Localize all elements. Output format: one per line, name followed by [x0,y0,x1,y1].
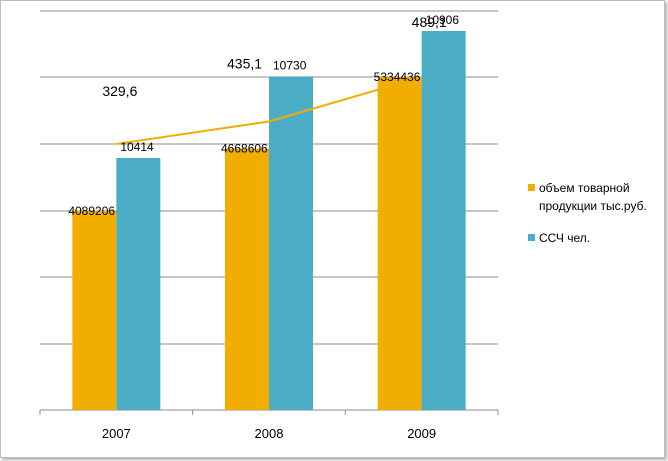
data-labels: 4089206 10414 4668606 10730 5334436 10906 329,… [68,13,459,218]
data-label-series-1: 4089206 [68,204,115,218]
x-tick-label: 2007 [102,426,131,441]
data-label-series-2: 10906 [426,13,460,27]
x-axis: 2007 2008 2009 [39,410,499,441]
x-tick-label: 2009 [407,426,436,441]
legend-label: объем товарной [539,181,630,195]
legend-label: ССЧ чел. [539,231,590,245]
data-label-series-1: 5334436 [374,70,421,84]
bar-series-2 [116,158,161,410]
legend-swatch [528,184,535,191]
trend-line-label: 329,6 [102,83,137,99]
legend-swatch [528,234,535,241]
trend-line-label: 435,1 [227,55,262,71]
trend-line-label: 489,1 [412,14,447,30]
bars [72,31,466,410]
data-label-series-1: 4668606 [221,142,268,156]
legend-label: продукции тыс.руб. [539,199,647,213]
trend-line [116,76,422,145]
data-label-series-2: 10730 [273,58,307,72]
bar-series-1 [377,77,422,410]
x-tick-label: 2008 [255,426,284,441]
bar-series-2 [269,76,313,410]
bar-series-1 [72,211,117,410]
legend: объем товарной продукции тыс.руб. ССЧ чел. [528,181,647,245]
bar-series-1 [225,148,269,410]
trend-line-path [116,76,422,145]
data-label-series-2: 10414 [120,140,154,154]
bar-series-2 [421,31,466,410]
